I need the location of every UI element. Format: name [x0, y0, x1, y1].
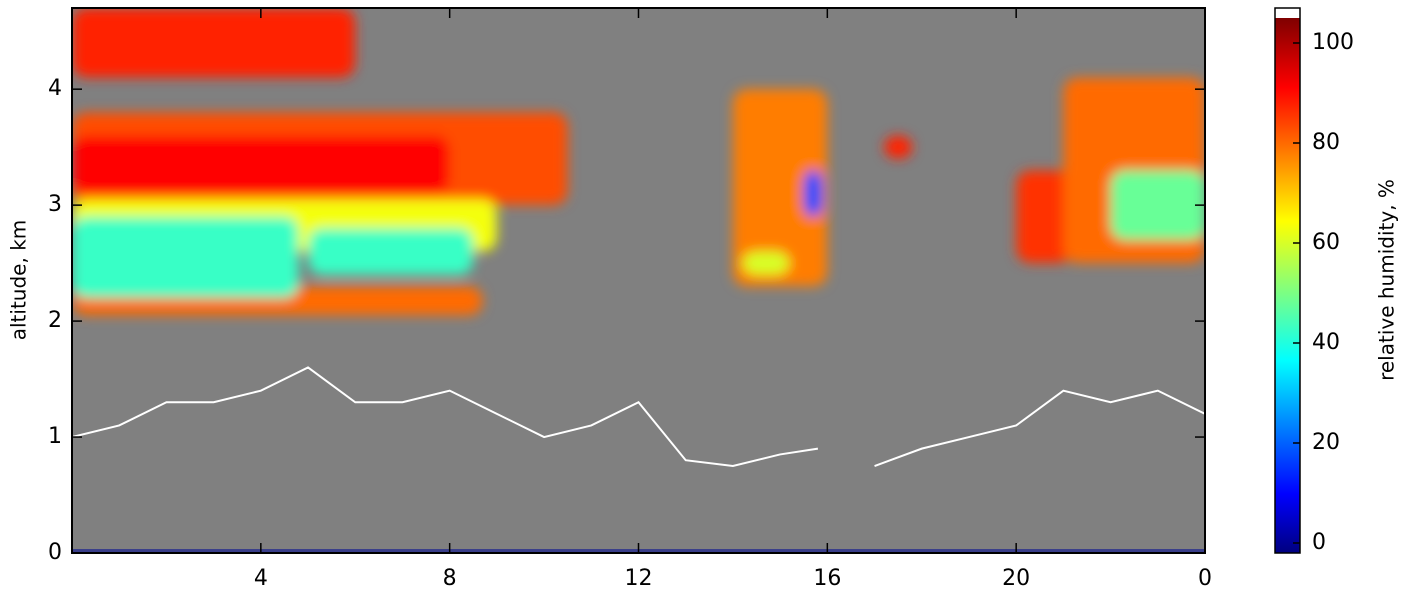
- heat-cell: [72, 135, 450, 194]
- colorbar-tick-label: 0: [1312, 530, 1326, 555]
- colorbar-tick-label: 60: [1312, 230, 1340, 255]
- x-tick-label: 8: [443, 566, 457, 591]
- heat-cell: [72, 216, 299, 298]
- y-tick-label: 2: [48, 308, 62, 333]
- colorbar-frame: [1274, 7, 1301, 554]
- colorbar-over: [1275, 8, 1300, 18]
- overlay: [72, 366, 1205, 468]
- heat-cell: [883, 135, 913, 159]
- heat-cell: [1110, 170, 1205, 240]
- heat-cell: [1016, 170, 1073, 264]
- heat-cell: [742, 251, 790, 275]
- colorbar-tick-label: 40: [1312, 330, 1340, 355]
- y-tick-label: 0: [48, 540, 62, 565]
- heat-cell: [803, 170, 823, 217]
- heat-cell: [732, 89, 828, 287]
- heatmap: [72, 8, 1205, 316]
- colorbar: [1275, 18, 1300, 553]
- heat-cell: [308, 228, 474, 275]
- colorbar-tick-label: 20: [1312, 430, 1340, 455]
- colorbar-tick-label: 100: [1312, 30, 1354, 55]
- y-axis-label: altitude, km: [7, 220, 31, 341]
- x-tick-label: 20: [1002, 566, 1030, 591]
- contour-line: [72, 366, 1205, 468]
- y-tick-label: 3: [48, 192, 62, 217]
- heat-cell: [72, 8, 356, 78]
- y-tick-label: 1: [48, 424, 62, 449]
- x-tick-label: 0: [1198, 566, 1212, 591]
- colorbar-label: relative humidity, %: [1375, 179, 1399, 381]
- x-tick-label: 4: [254, 566, 268, 591]
- x-tick-label: 16: [813, 566, 841, 591]
- x-tick-label: 12: [625, 566, 653, 591]
- colorbar-tick-label: 80: [1312, 130, 1340, 155]
- y-tick-label: 4: [48, 76, 62, 101]
